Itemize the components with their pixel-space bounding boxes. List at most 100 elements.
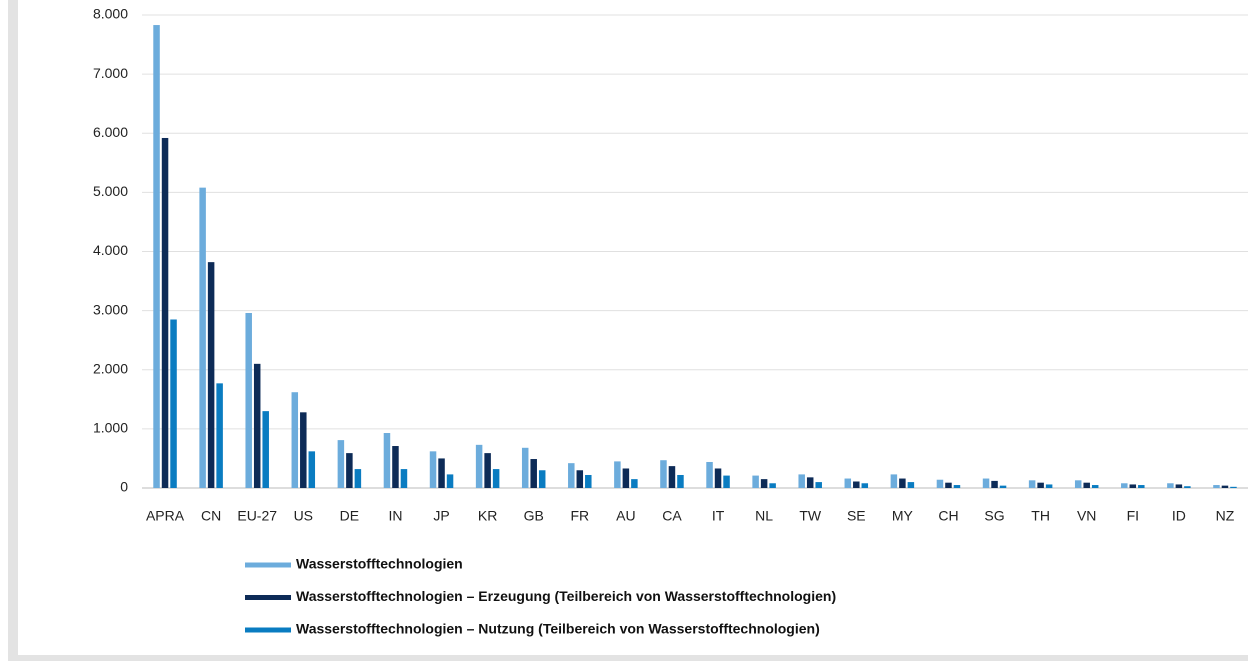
x-tick-label: MY (892, 508, 914, 524)
bar (484, 453, 491, 488)
x-tick-label: GB (524, 508, 544, 524)
bar (438, 458, 445, 488)
bar (429, 451, 437, 488)
bar (991, 480, 998, 488)
bar (982, 478, 990, 488)
bar (446, 474, 454, 488)
x-tick-label: IN (388, 508, 402, 524)
bar (844, 478, 852, 488)
bar (170, 319, 177, 488)
bar (400, 469, 408, 488)
bar (1230, 486, 1237, 488)
x-tick-label: JP (433, 508, 449, 524)
x-tick-label: CH (938, 508, 958, 524)
bar (890, 474, 898, 488)
x-tick-label: TW (799, 508, 822, 524)
bar (760, 479, 768, 488)
bar (1028, 480, 1036, 488)
bar (207, 262, 215, 488)
bar (614, 461, 621, 488)
bar (953, 485, 961, 488)
legend-label: Wasserstofftechnologien – Nutzung (Teilb… (296, 621, 820, 637)
bar (291, 392, 299, 488)
bar (752, 475, 759, 488)
x-tick-label: TH (1031, 508, 1050, 524)
bar (492, 469, 500, 488)
bar (714, 468, 722, 488)
bar (899, 478, 906, 488)
bar (1045, 484, 1053, 488)
x-tick-label: APRA (146, 508, 185, 524)
bar (1213, 485, 1220, 488)
x-tick-label: US (294, 508, 313, 524)
bar (530, 459, 537, 488)
bar (1083, 482, 1090, 488)
bar (1091, 485, 1099, 488)
x-tick-label: NZ (1216, 508, 1235, 524)
bar (861, 483, 869, 488)
y-tick-label: 5.000 (93, 183, 128, 199)
bar (354, 469, 362, 488)
bar (907, 482, 915, 488)
x-tick-label: ID (1172, 508, 1186, 524)
bar (1175, 484, 1183, 488)
x-tick-label: IT (712, 508, 725, 524)
bar (153, 25, 160, 489)
x-tick-label: VN (1077, 508, 1096, 524)
bar (576, 470, 584, 488)
bar (723, 475, 730, 488)
frame-left (8, 0, 18, 661)
bar (216, 383, 223, 488)
y-tick-label: 8.000 (93, 6, 128, 22)
frame-bottom (8, 655, 1248, 661)
x-tick-label: KR (478, 508, 497, 524)
bar (475, 444, 483, 488)
bar (1184, 486, 1191, 488)
y-tick-label: 3.000 (93, 301, 128, 317)
bar (199, 187, 206, 488)
bar (161, 137, 169, 489)
x-tick-label: CN (201, 508, 221, 524)
bar (945, 482, 952, 488)
bar (798, 474, 805, 488)
bar (806, 477, 814, 488)
bar (668, 466, 676, 488)
bar (706, 461, 713, 488)
bar (815, 482, 822, 488)
y-tick-label: 2.000 (93, 360, 128, 376)
bar (1129, 484, 1137, 488)
x-tick-label: NL (755, 508, 773, 524)
y-tick-label: 6.000 (93, 124, 128, 140)
y-tick-label: 1.000 (93, 420, 128, 436)
bar (346, 453, 353, 488)
bar (660, 460, 667, 488)
bar (769, 483, 776, 488)
bar (568, 463, 575, 488)
bar (631, 479, 638, 488)
bar (253, 363, 261, 488)
x-tick-label: SE (847, 508, 866, 524)
bar (1037, 482, 1044, 488)
bar (308, 451, 316, 488)
bar (392, 446, 399, 488)
bar (521, 447, 529, 488)
bar (853, 481, 860, 488)
bar (936, 479, 944, 488)
bar (337, 440, 345, 488)
x-tick-label: FR (570, 508, 589, 524)
bar (1121, 483, 1128, 488)
bar (1221, 485, 1229, 488)
bar (300, 412, 307, 488)
legend-label: Wasserstofftechnologien – Erzeugung (Tei… (296, 588, 836, 604)
bar (245, 312, 252, 488)
bar (538, 470, 546, 488)
bar (677, 474, 684, 488)
x-tick-label: FI (1127, 508, 1139, 524)
y-tick-label: 7.000 (93, 65, 128, 81)
bar (262, 411, 269, 488)
y-tick-label: 4.000 (93, 242, 128, 258)
bar (383, 433, 391, 488)
bar (1167, 483, 1174, 488)
